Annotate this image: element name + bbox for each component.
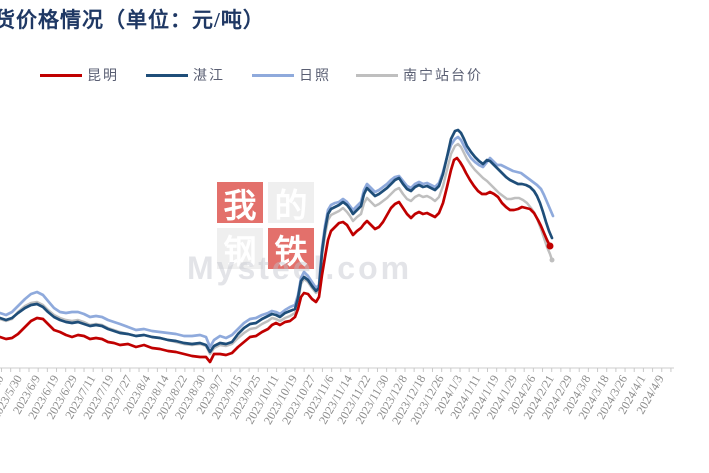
series-line-zhanjiang (0, 128, 554, 354)
legend-label-rizhao: 日照 (299, 69, 331, 84)
legend-swatch-kunming (40, 73, 82, 77)
legend-swatch-nanning (356, 73, 398, 77)
series-end-marker-nanning (549, 257, 555, 263)
x-axis-ticks (1, 368, 672, 372)
legend-label-zhanjiang: 湛江 (193, 69, 225, 84)
legend-item-kunming[interactable]: 昆明 (40, 66, 119, 84)
legend-label-nanning: 南宁站台价 (403, 69, 483, 84)
legend-item-nanning[interactable]: 南宁站台价 (356, 66, 483, 84)
legend-item-rizhao[interactable]: 日照 (252, 66, 331, 84)
legend-swatch-zhanjiang (146, 73, 188, 77)
series-line-rizhao (0, 135, 555, 349)
legend: 昆明 湛江 日照 南宁站台价 (0, 66, 709, 86)
legend-swatch-rizhao (252, 73, 294, 77)
legend-label-kunming: 昆明 (87, 69, 119, 84)
page-title: 货价格情况（单位：元/吨） (0, 8, 265, 32)
series-line-kunming (0, 156, 552, 364)
legend-item-zhanjiang[interactable]: 湛江 (146, 66, 225, 84)
x-axis-labels: 2023/5/202023/5/302023/6/92023/6/192023/… (0, 373, 667, 427)
series-end-marker-kunming (546, 242, 554, 250)
